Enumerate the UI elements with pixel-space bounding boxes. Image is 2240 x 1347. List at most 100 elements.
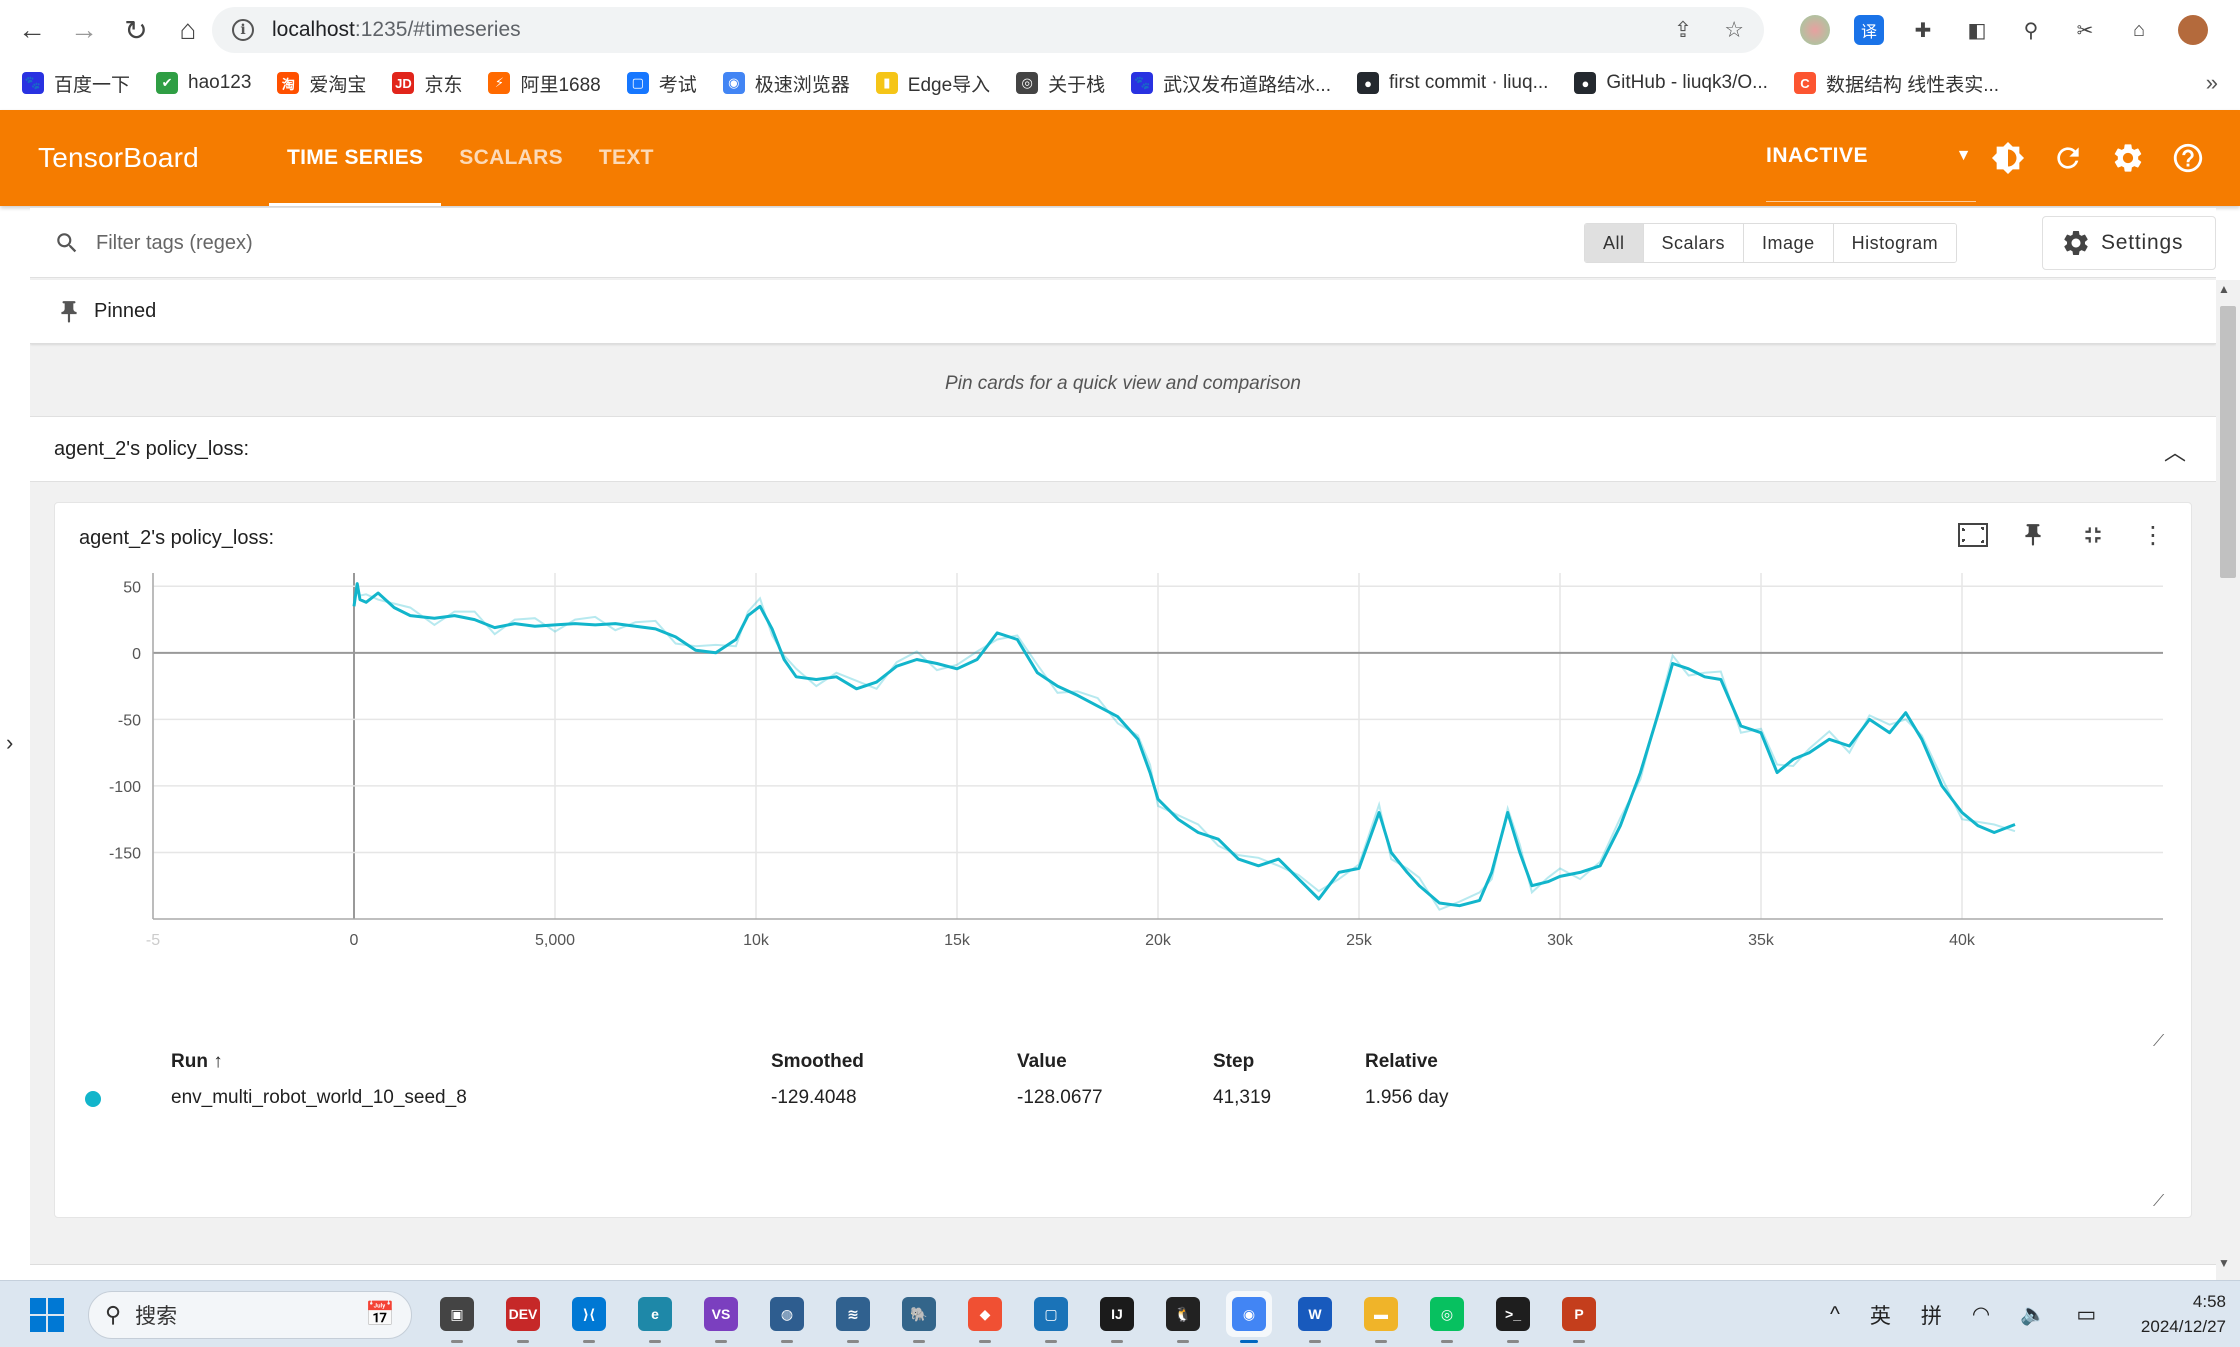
line-chart[interactable]: -5 0 5,000 10k 15k 20k 25k 30k 35k 40k500-50-100-… bbox=[55, 563, 2193, 1043]
tag-group-header[interactable]: agent_2's policy_loss: ︿ bbox=[30, 416, 2216, 482]
word-app-icon[interactable]: W bbox=[1292, 1291, 1338, 1343]
step-column-header: Step bbox=[1213, 1051, 1255, 1072]
bookmark-item[interactable]: ◉ 极速浏览器 bbox=[722, 70, 850, 97]
sidebar-icon[interactable]: ◧ bbox=[1967, 19, 1987, 42]
scroll-down-arrow-icon[interactable]: ▼ bbox=[2218, 1256, 2230, 1270]
intellij-app-icon[interactable]: IJ bbox=[1094, 1291, 1140, 1343]
refresh-icon[interactable] bbox=[2050, 140, 2086, 176]
task-view-app-icon[interactable]: ▣ bbox=[434, 1291, 480, 1343]
run-column-header[interactable]: Run ↑ bbox=[171, 1051, 223, 1072]
inactive-plugins-dropdown[interactable]: INACTIVE ▼ bbox=[1766, 110, 1976, 202]
filter-all-button[interactable]: All bbox=[1585, 224, 1644, 262]
fit-domain-icon[interactable] bbox=[1955, 517, 1991, 553]
vmware-app-icon[interactable]: ▢ bbox=[1028, 1291, 1074, 1343]
more-vert-icon[interactable]: ⋮ bbox=[2141, 521, 2165, 549]
filter-histogram-button[interactable]: Histogram bbox=[1833, 224, 1957, 262]
collapse-chevron-up-icon[interactable]: ︿ bbox=[2163, 440, 2186, 465]
tray-overflow-chevron-icon[interactable]: ^ bbox=[1830, 1302, 1840, 1326]
dev-cpp-app-icon[interactable]: DEV bbox=[500, 1291, 546, 1343]
scrollbar-thumb[interactable] bbox=[2220, 306, 2236, 578]
ime-mode-indicator[interactable]: 拼 bbox=[1920, 1304, 1942, 1328]
scroll-up-arrow-icon[interactable]: ▲ bbox=[2218, 282, 2230, 296]
taskbar-search-box[interactable]: ⚲ 搜索 📅 bbox=[88, 1291, 412, 1339]
url-text[interactable]: localhost:1235/#timeseries bbox=[272, 18, 521, 41]
chrome-app-icon[interactable]: ◉ bbox=[1226, 1291, 1272, 1343]
bookmark-item[interactable]: ✔ hao123 bbox=[156, 72, 251, 94]
volume-icon[interactable]: 🔈 bbox=[2020, 1302, 2047, 1326]
bookmark-item[interactable]: 🐾 百度一下 bbox=[22, 70, 130, 97]
collapse-card-icon[interactable] bbox=[2075, 517, 2111, 553]
share-icon[interactable]: ⇪ bbox=[1673, 17, 1693, 42]
taskbar-clock[interactable]: 4:58 2024/12/27 bbox=[2116, 1289, 2226, 1339]
wifi-icon[interactable]: ◠ bbox=[1971, 1303, 1991, 1326]
back-icon[interactable]: ← bbox=[18, 14, 46, 45]
edge-legacy-app-icon[interactable]: e bbox=[632, 1291, 678, 1343]
mysql-workbench-app-icon[interactable]: ≋ bbox=[830, 1291, 876, 1343]
bookmark-item[interactable]: 淘爱淘宝 bbox=[277, 70, 366, 97]
forward-icon[interactable]: → bbox=[70, 14, 98, 45]
vscode-app-icon[interactable]: ⟩⟨ bbox=[566, 1291, 612, 1343]
qq-app-icon[interactable]: 🐧 bbox=[1160, 1291, 1206, 1343]
globe-app-app-icon[interactable]: ◍ bbox=[764, 1291, 810, 1343]
settings-button[interactable]: Settings bbox=[2042, 216, 2216, 270]
menu-dots-icon[interactable]: ⋮ bbox=[2232, 15, 2240, 45]
tab-text[interactable]: TEXT bbox=[598, 146, 654, 169]
address-bar[interactable]: i localhost:1235/#timeseries ⇪ ☆ bbox=[212, 7, 1764, 53]
gear-icon bbox=[2064, 231, 2088, 255]
bookmark-favicon-icon: JD bbox=[392, 72, 415, 94]
battery-icon[interactable]: ▭ bbox=[2076, 1303, 2097, 1326]
running-indicator bbox=[1573, 1340, 1585, 1343]
expand-sidebar-chevron-icon[interactable]: › bbox=[6, 730, 14, 755]
tensorboard-logo[interactable]: TensorBoard bbox=[38, 142, 199, 173]
visual-studio-app-icon[interactable]: VS bbox=[698, 1291, 744, 1343]
reload-icon[interactable]: ↻ bbox=[124, 14, 148, 46]
tab-scalars[interactable]: SCALARS bbox=[459, 146, 563, 169]
postgresql-app-icon[interactable]: 🐘 bbox=[896, 1291, 942, 1343]
ime-language-indicator[interactable]: 英 bbox=[1869, 1304, 1891, 1328]
home-icon[interactable]: ⌂ bbox=[179, 14, 197, 45]
scissors-icon[interactable]: ✂ bbox=[2076, 19, 2094, 42]
help-icon[interactable] bbox=[2170, 140, 2206, 176]
windows-start-icon[interactable] bbox=[30, 1298, 64, 1332]
bookmark-label: GitHub - liuqk3/O... bbox=[1606, 72, 1768, 93]
bookmark-item[interactable]: JD 京东 bbox=[392, 70, 462, 97]
bookmark-star-icon[interactable]: ☆ bbox=[1724, 17, 1744, 42]
bookmark-item[interactable]: ● first commit · liuq... bbox=[1357, 72, 1548, 94]
y-tick-label: 0 bbox=[132, 646, 141, 663]
cast-icon[interactable]: ⌂ bbox=[2132, 18, 2146, 41]
explorer-app-icon[interactable]: ▬ bbox=[1358, 1291, 1404, 1343]
pin-card-icon[interactable] bbox=[2015, 517, 2051, 553]
running-indicator bbox=[979, 1340, 991, 1343]
bookmarks-overflow-icon[interactable]: » bbox=[2205, 70, 2218, 95]
colorful-extension-icon[interactable] bbox=[1800, 15, 1830, 45]
running-indicator bbox=[1507, 1340, 1519, 1343]
running-indicator bbox=[1309, 1340, 1321, 1343]
settings-icon[interactable] bbox=[2110, 140, 2146, 176]
chart-resize-handle-icon[interactable]: ⟋ bbox=[2153, 1033, 2165, 1050]
avatar[interactable] bbox=[2178, 15, 2208, 45]
filter-scalars-button[interactable]: Scalars bbox=[1643, 224, 1745, 262]
x-tick-label: 20k bbox=[1145, 932, 1172, 949]
puzzle-icon[interactable]: ✚ bbox=[1914, 19, 1932, 42]
bookmark-item[interactable]: ⚡ 阿里1688 bbox=[488, 70, 601, 97]
terminal-app-icon[interactable]: >_ bbox=[1490, 1291, 1536, 1343]
filter-image-button[interactable]: Image bbox=[1744, 224, 1834, 262]
filter-tags-input[interactable] bbox=[96, 228, 696, 258]
info-icon[interactable]: i bbox=[232, 19, 254, 41]
card-resize-handle-icon[interactable]: ⟋ bbox=[2153, 1193, 2165, 1210]
bookmark-item[interactable]: ▮ Edge导入 bbox=[875, 70, 990, 97]
bookmark-item[interactable]: 🐾 武汉发布道路结冰... bbox=[1131, 70, 1331, 97]
bookmark-item[interactable]: C 数据结构 线性表实... bbox=[1793, 70, 1999, 97]
bookmark-item[interactable]: ▢ 考试 bbox=[626, 70, 697, 97]
tab-time-series[interactable]: TIME SERIES bbox=[268, 110, 442, 206]
wechat-app-icon[interactable]: ◎ bbox=[1424, 1291, 1470, 1343]
brightness-icon[interactable] bbox=[1990, 140, 2026, 176]
next-tag-group-header[interactable] bbox=[30, 1264, 2216, 1280]
search-lens-icon[interactable]: ⚲ bbox=[2023, 19, 2039, 42]
powerpoint-app-icon[interactable]: P bbox=[1556, 1291, 1602, 1343]
translate-icon[interactable]: 译 bbox=[1854, 15, 1884, 45]
bookmark-item[interactable]: ◎ 关于栈 bbox=[1016, 70, 1105, 97]
bookmark-favicon-icon: ▮ bbox=[875, 72, 898, 94]
bookmark-item[interactable]: ● GitHub - liuqk3/O... bbox=[1574, 72, 1768, 94]
git-app-app-icon[interactable]: ◆ bbox=[962, 1291, 1008, 1343]
